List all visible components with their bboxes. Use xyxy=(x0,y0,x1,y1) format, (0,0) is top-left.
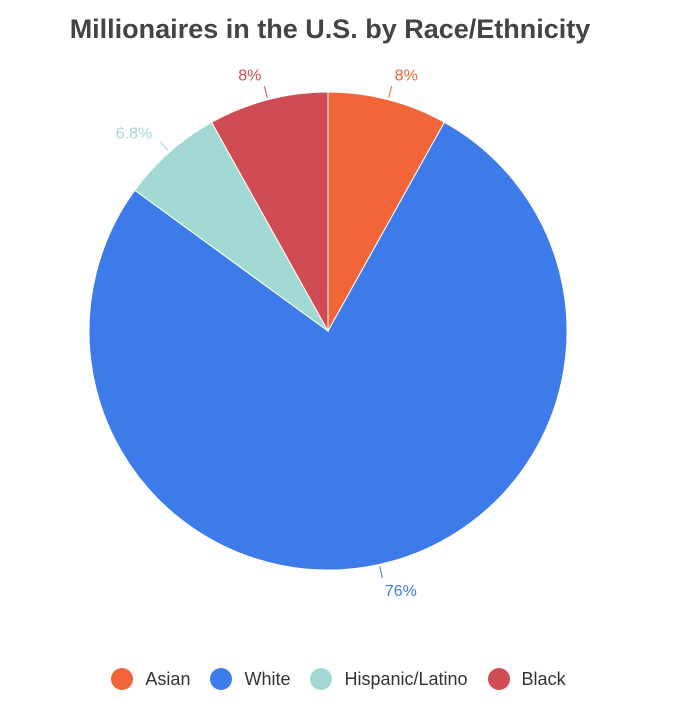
data-label: 6.8% xyxy=(116,126,152,143)
pie-slice-asian[interactable] xyxy=(327,91,446,333)
legend-swatch xyxy=(310,668,333,690)
legend-swatch xyxy=(487,668,510,690)
chart-title: Millionaires in the U.S. by Race/Ethnici… xyxy=(69,14,591,44)
legend-item[interactable]: Black xyxy=(487,668,566,690)
label-leader-line xyxy=(159,141,169,151)
data-label: 8% xyxy=(238,68,261,85)
legend-item[interactable]: Asian xyxy=(111,668,190,690)
legend-label: Black xyxy=(521,668,566,689)
legend-swatch xyxy=(210,668,233,690)
label-leader-line xyxy=(263,86,268,98)
label-leader-line xyxy=(379,566,383,579)
data-label: 76% xyxy=(385,583,417,600)
legend-label: Asian xyxy=(145,668,191,689)
label-leader-line xyxy=(388,86,393,98)
pie-chart: 8% 76% 6.8% 8% xyxy=(88,68,568,600)
legend-swatch xyxy=(111,668,134,690)
pie-slice-white[interactable] xyxy=(88,121,568,571)
legend-label: White xyxy=(244,668,291,689)
legend-item[interactable]: White xyxy=(210,668,290,690)
pie-slice-hispanic-latino[interactable] xyxy=(134,121,329,332)
legend: Asian White Hispanic/Latino Black xyxy=(0,668,677,690)
pie-slice-black[interactable] xyxy=(210,91,329,333)
legend-label: Hispanic/Latino xyxy=(344,668,468,689)
data-label: 8% xyxy=(395,68,418,85)
legend-item[interactable]: Hispanic/Latino xyxy=(310,668,468,690)
